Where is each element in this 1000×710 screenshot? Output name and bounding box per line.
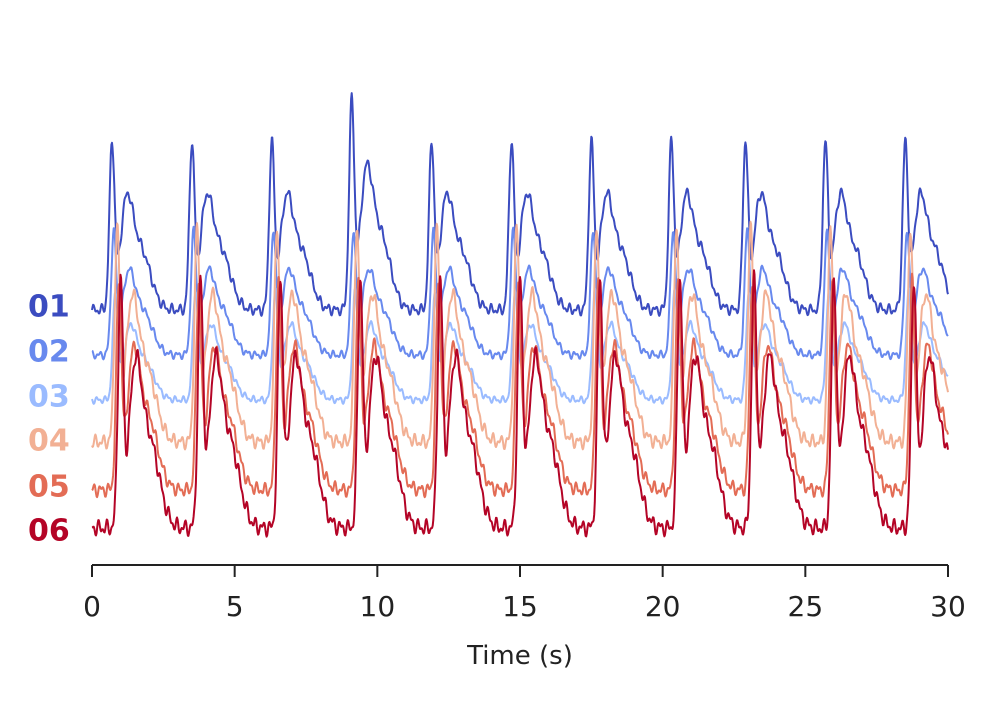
trace-label-05: 05: [28, 470, 70, 505]
trace-label-03: 03: [28, 380, 70, 415]
x-ticks-group: 0 5 10 15 20 25 30: [83, 565, 966, 623]
x-axis-label: Time (s): [466, 641, 573, 671]
x-tick-label-20: 20: [645, 590, 681, 623]
trace-line-06: [91, 269, 949, 538]
x-tick-label-30: 30: [930, 590, 966, 623]
traces-group: [91, 92, 949, 538]
x-tick-label-5: 5: [226, 590, 244, 623]
trace-label-02: 02: [28, 335, 70, 370]
trace-labels-group: 01 02 03 04 05 06: [28, 290, 70, 549]
x-tick-label-10: 10: [360, 590, 396, 623]
trace-label-06: 06: [28, 514, 70, 549]
trace-line-01: [91, 92, 949, 317]
trace-label-01: 01: [28, 290, 70, 325]
trace-label-04: 04: [28, 424, 70, 459]
x-tick-label-25: 25: [788, 590, 824, 623]
trace-line-05: [91, 272, 949, 499]
x-tick-label-0: 0: [83, 590, 101, 623]
x-tick-label-15: 15: [502, 590, 538, 623]
